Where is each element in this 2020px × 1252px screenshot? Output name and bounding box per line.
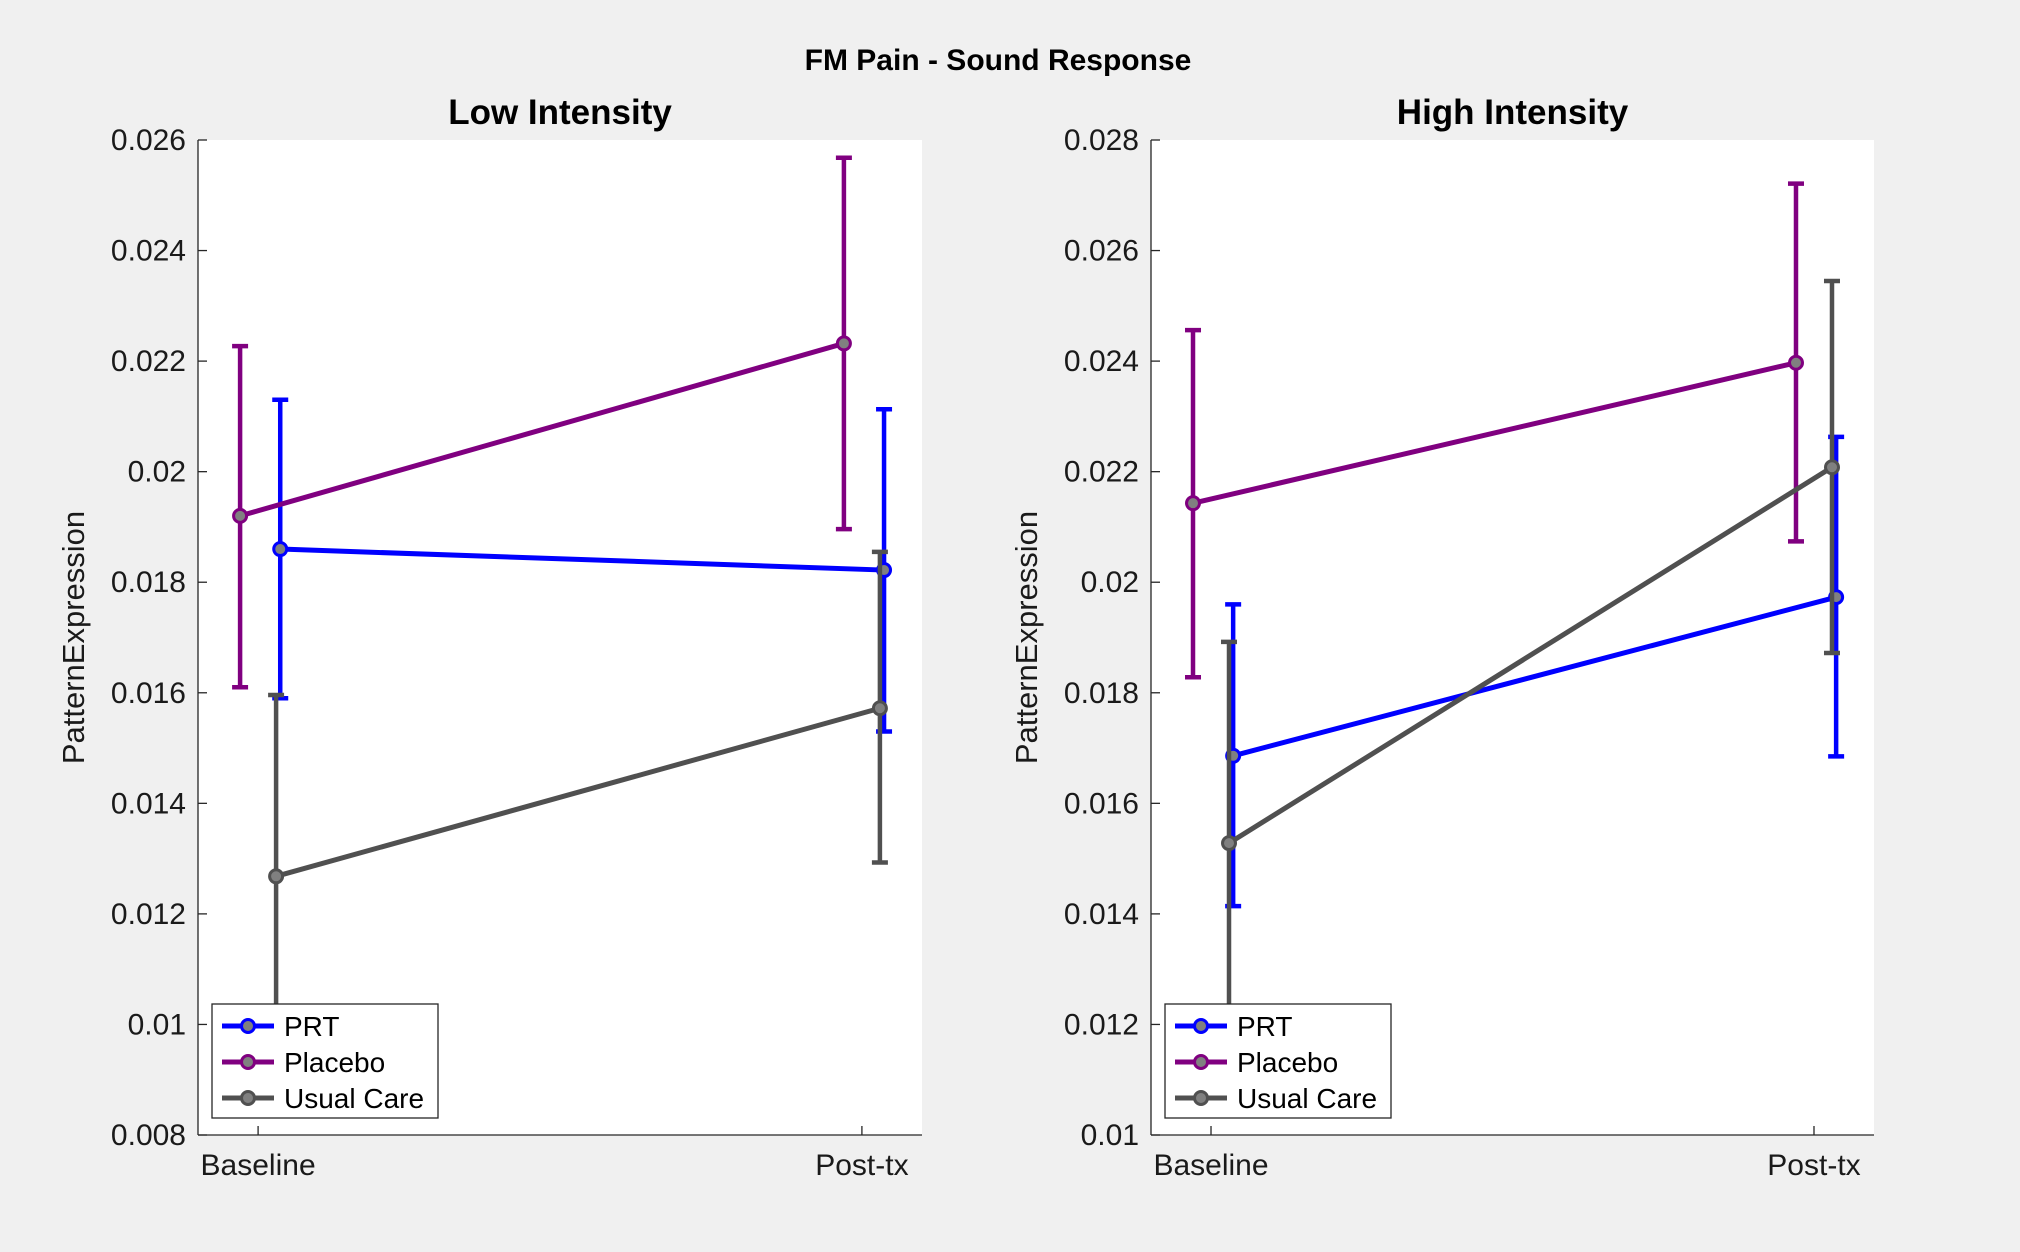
- legend-marker: [1193, 1090, 1209, 1106]
- axes-title: Low Intensity: [448, 93, 672, 132]
- legend-marker: [240, 1054, 256, 1070]
- x-tick-label: Baseline: [1153, 1149, 1268, 1182]
- legend-item-prt: PRT: [1175, 1011, 1293, 1042]
- legend-marker: [240, 1090, 256, 1106]
- y-tick-label: 0.016: [1064, 787, 1139, 820]
- series-group: [1185, 181, 1845, 1034]
- legend-item-prt: PRT: [222, 1011, 340, 1042]
- y-tick-label: 0.022: [1064, 456, 1139, 489]
- legend-label: PRT: [1237, 1011, 1293, 1042]
- y-tick-label: 0.022: [111, 345, 186, 378]
- x-tick-label: Post-tx: [815, 1149, 908, 1182]
- x-tick-label: Post-tx: [1767, 1149, 1860, 1182]
- data-point: [1787, 354, 1804, 371]
- series-line: [1192, 360, 1797, 506]
- y-tick-label: 0.012: [111, 898, 186, 931]
- legend-item-usual-care: Usual Care: [222, 1083, 424, 1114]
- legend-label: Usual Care: [1237, 1083, 1377, 1114]
- data-point: [835, 335, 852, 352]
- series-line: [1227, 465, 1834, 846]
- legend-item-placebo: Placebo: [1175, 1047, 1338, 1078]
- legend-item-usual-care: Usual Care: [1175, 1083, 1377, 1114]
- y-tick-label: 0.01: [1081, 1119, 1139, 1152]
- y-tick-label: 0.024: [1064, 345, 1139, 378]
- axes-title: High Intensity: [1397, 93, 1629, 132]
- figure-title: FM Pain - Sound Response: [805, 44, 1192, 77]
- legend-marker: [1193, 1018, 1209, 1034]
- y-axis-label: PatternExpression: [1009, 511, 1044, 764]
- data-point: [871, 700, 888, 717]
- series-usual-care: [1221, 278, 1840, 1034]
- panel-low-intensity: 0.008 0.01 0.012 0.014 0.016 0.018 0.02 0.022 0.…: [56, 93, 922, 1182]
- series-line: [280, 546, 885, 573]
- x-tick-label: Baseline: [201, 1149, 316, 1182]
- panel-high-intensity: 0.01 0.012 0.014 0.016 0.018 0.02 0.022 0.024 0.…: [1009, 93, 1874, 1182]
- data-point: [1221, 835, 1238, 852]
- series-placebo: [1185, 181, 1804, 680]
- y-tick-label: 0.028: [1064, 124, 1139, 157]
- data-point: [268, 868, 285, 885]
- plot-area: [1151, 140, 1874, 1135]
- y-axis-label: PatternExpression: [56, 511, 91, 764]
- legend-label: Placebo: [1237, 1047, 1338, 1078]
- y-tick-label: 0.014: [111, 787, 186, 820]
- y-tick-label: 0.026: [1064, 235, 1139, 268]
- series-line: [1232, 594, 1837, 759]
- series-line: [239, 341, 845, 519]
- y-tick-label: 0.018: [1064, 677, 1139, 710]
- series-group: [232, 155, 893, 1048]
- panels: 0.0080.010.0120.0140.0160.0180.020.0220.…: [56, 93, 1874, 1182]
- legend-marker: [240, 1018, 256, 1034]
- series-placebo: [232, 155, 852, 690]
- y-tick-label: 0.01: [128, 1008, 186, 1041]
- data-point: [1823, 459, 1840, 476]
- y-tick-label: 0.02: [128, 456, 186, 489]
- data-point: [232, 507, 249, 524]
- legend-label: Placebo: [284, 1047, 385, 1078]
- plot-area: [198, 140, 922, 1135]
- legend-label: Usual Care: [284, 1083, 424, 1114]
- legend-marker: [1193, 1054, 1209, 1070]
- y-tick-label: 0.02: [1081, 566, 1139, 599]
- series-line: [275, 705, 881, 879]
- y-tick-label: 0.014: [1064, 898, 1139, 931]
- data-point: [1185, 495, 1202, 512]
- legend: PRT Placebo Usual Care: [211, 1003, 439, 1119]
- series-usual-care: [268, 549, 888, 1048]
- series-prt: [1225, 434, 1845, 909]
- y-tick-label: 0.018: [111, 566, 186, 599]
- y-tick-label: 0.012: [1064, 1008, 1139, 1041]
- data-point: [272, 541, 289, 558]
- y-tick-label: 0.016: [111, 677, 186, 710]
- y-tick-label: 0.008: [111, 1119, 186, 1152]
- y-tick-label: 0.024: [111, 235, 186, 268]
- legend-item-placebo: Placebo: [222, 1047, 385, 1078]
- legend: PRT Placebo Usual Care: [1164, 1003, 1392, 1119]
- legend-label: PRT: [284, 1011, 340, 1042]
- y-tick-label: 0.026: [111, 124, 186, 157]
